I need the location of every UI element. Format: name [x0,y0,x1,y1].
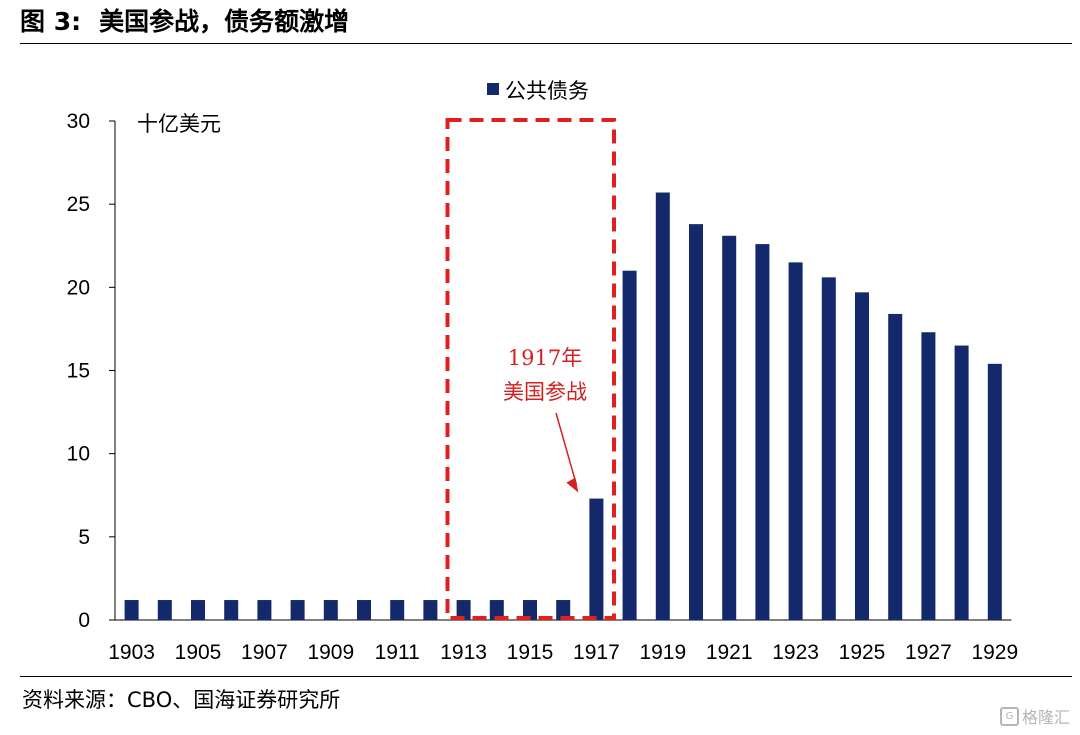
bar-1914 [489,600,504,620]
bar-1925 [855,292,869,620]
bar-1923 [788,262,803,620]
bar-1908 [290,600,305,620]
x-tick-label: 1921 [706,641,753,664]
y-axis-label: 十亿美元 [137,112,221,136]
bar-1905 [191,600,205,620]
x-tick-label: 1903 [108,641,155,664]
watermark-logo-icon: G [999,706,1019,726]
x-tick-label: 1913 [440,641,487,664]
x-tick-label: 1923 [772,641,819,664]
x-tick-label: 1927 [905,641,952,664]
bar-1916 [556,600,571,620]
y-tick-label: 10 [67,443,90,466]
legend-label: 公共债务 [505,79,589,103]
bar-1928 [954,345,969,620]
y-tick-label: 0 [78,609,90,632]
bar-1917 [589,498,604,620]
x-tick-label: 1911 [375,641,420,664]
bar-1921 [722,235,737,620]
bar-1911 [390,600,405,620]
bar-1918 [622,270,637,620]
bar-1915 [523,600,537,620]
watermark-text: 格隆汇 [1021,708,1070,727]
x-tick-label: 1915 [507,641,554,664]
bar-1920 [689,224,703,621]
bar-1922 [755,244,770,620]
figure-title-text: 美国参战，债务额激增 [99,7,350,36]
x-tick-label: 1925 [839,641,886,664]
bar-1904 [157,600,172,620]
x-tick-label: 1905 [175,641,222,664]
y-tick-label: 20 [67,276,90,299]
top-rule [20,43,1072,44]
bar-1926 [888,313,903,620]
x-tick-label: 1919 [639,641,686,664]
x-tick-label: 1907 [241,641,288,664]
figure-title: 图 3: 美国参战，债务额激增 [20,4,349,40]
y-tick-label: 15 [67,360,90,383]
bottom-rule [20,676,1072,677]
figure-number: 图 3: [20,7,82,36]
y-tick-label: 25 [67,193,90,216]
bar-1907 [257,600,272,620]
legend-swatch [487,83,499,95]
bar-1929 [987,363,1002,620]
x-tick-label: 1929 [971,641,1018,664]
bar-1903 [124,600,139,620]
y-tick-label: 30 [67,110,90,133]
x-tick-label: 1909 [307,641,354,664]
bar-1909 [323,600,338,620]
annotation-arrowhead-icon [566,477,579,493]
bar-1912 [423,600,438,620]
x-tick-label: 1917 [573,641,620,664]
bar-1927 [921,332,936,620]
bar-1924 [821,277,836,620]
y-tick-label: 5 [78,526,90,549]
bar-1913 [456,600,471,620]
annotation-text: 美国参战 [503,380,587,404]
bar-1910 [357,600,371,620]
bar-1906 [224,600,239,620]
highlight-box [445,118,616,620]
watermark: G 格隆汇 [999,704,1070,728]
source-note: 资料来源：CBO、国海证券研究所 [22,688,341,712]
bar-1919 [655,192,670,621]
annotation-year: 1917年 [508,346,582,370]
annotation-arrow-line [555,412,578,485]
